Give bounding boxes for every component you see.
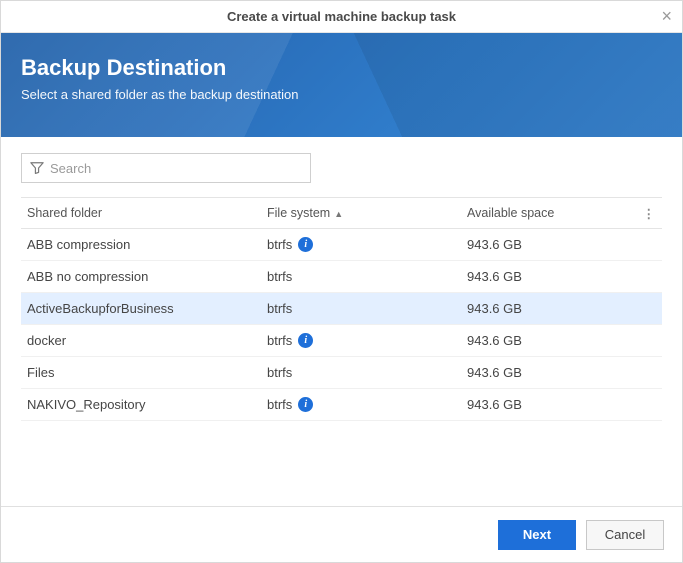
info-icon[interactable]: i xyxy=(298,237,313,252)
cell-folder: NAKIVO_Repository xyxy=(27,397,267,412)
cell-space: 943.6 GB xyxy=(467,397,636,412)
cancel-button[interactable]: Cancel xyxy=(586,520,664,550)
filesystem-label: btrfs xyxy=(267,237,292,252)
cell-space: 943.6 GB xyxy=(467,365,636,380)
cell-folder: docker xyxy=(27,333,267,348)
cell-folder: ActiveBackupforBusiness xyxy=(27,301,267,316)
table-row[interactable]: ABB compressionbtrfsi943.6 GB xyxy=(21,229,662,261)
cell-space: 943.6 GB xyxy=(467,333,636,348)
search-input[interactable] xyxy=(50,161,302,176)
page-title: Backup Destination xyxy=(21,55,662,81)
page-subtitle: Select a shared folder as the backup des… xyxy=(21,87,662,102)
col-available-space[interactable]: Available space xyxy=(467,206,636,220)
table-row[interactable]: NAKIVO_Repositorybtrfsi943.6 GB xyxy=(21,389,662,421)
modal: Create a virtual machine backup task × B… xyxy=(0,0,683,563)
titlebar-text: Create a virtual machine backup task xyxy=(227,9,456,24)
cell-folder: ABB compression xyxy=(27,237,267,252)
cell-space: 943.6 GB xyxy=(467,237,636,252)
cell-filesystem: btrfs xyxy=(267,269,467,284)
cell-space: 943.6 GB xyxy=(467,269,636,284)
next-button[interactable]: Next xyxy=(498,520,576,550)
col-available-space-label: Available space xyxy=(467,206,554,220)
table-row[interactable]: ActiveBackupforBusinessbtrfs 943.6 GB xyxy=(21,293,662,325)
titlebar: Create a virtual machine backup task × xyxy=(1,1,682,33)
info-icon[interactable]: i xyxy=(298,333,313,348)
filesystem-label: btrfs xyxy=(267,333,292,348)
close-icon[interactable]: × xyxy=(661,7,672,25)
search-box[interactable] xyxy=(21,153,311,183)
sort-asc-icon: ▲ xyxy=(334,209,343,219)
filesystem-label: btrfs xyxy=(267,269,292,284)
table-row[interactable]: ABB no compressionbtrfs 943.6 GB xyxy=(21,261,662,293)
cell-filesystem: btrfs xyxy=(267,365,467,380)
filesystem-label: btrfs xyxy=(267,365,292,380)
cell-folder: Files xyxy=(27,365,267,380)
folder-grid: Shared folder File system ▲ Available spa… xyxy=(21,197,662,421)
banner: Backup Destination Select a shared folde… xyxy=(1,33,682,137)
cell-filesystem: btrfsi xyxy=(267,237,467,252)
cell-space: 943.6 GB xyxy=(467,301,636,316)
footer: Next Cancel xyxy=(1,506,682,562)
body: Shared folder File system ▲ Available spa… xyxy=(1,137,682,506)
cell-filesystem: btrfsi xyxy=(267,397,467,412)
cell-filesystem: btrfsi xyxy=(267,333,467,348)
col-shared-folder-label: Shared folder xyxy=(27,206,102,220)
column-menu-icon[interactable]: ⋮ xyxy=(636,206,656,221)
grid-header: Shared folder File system ▲ Available spa… xyxy=(21,197,662,229)
filesystem-label: btrfs xyxy=(267,397,292,412)
cell-folder: ABB no compression xyxy=(27,269,267,284)
info-icon[interactable]: i xyxy=(298,397,313,412)
cell-filesystem: btrfs xyxy=(267,301,467,316)
table-row[interactable]: Filesbtrfs 943.6 GB xyxy=(21,357,662,389)
filter-icon xyxy=(30,161,44,175)
filesystem-label: btrfs xyxy=(267,301,292,316)
col-file-system[interactable]: File system ▲ xyxy=(267,206,467,220)
col-file-system-label: File system xyxy=(267,206,330,220)
col-shared-folder[interactable]: Shared folder xyxy=(27,206,267,220)
table-row[interactable]: dockerbtrfsi943.6 GB xyxy=(21,325,662,357)
